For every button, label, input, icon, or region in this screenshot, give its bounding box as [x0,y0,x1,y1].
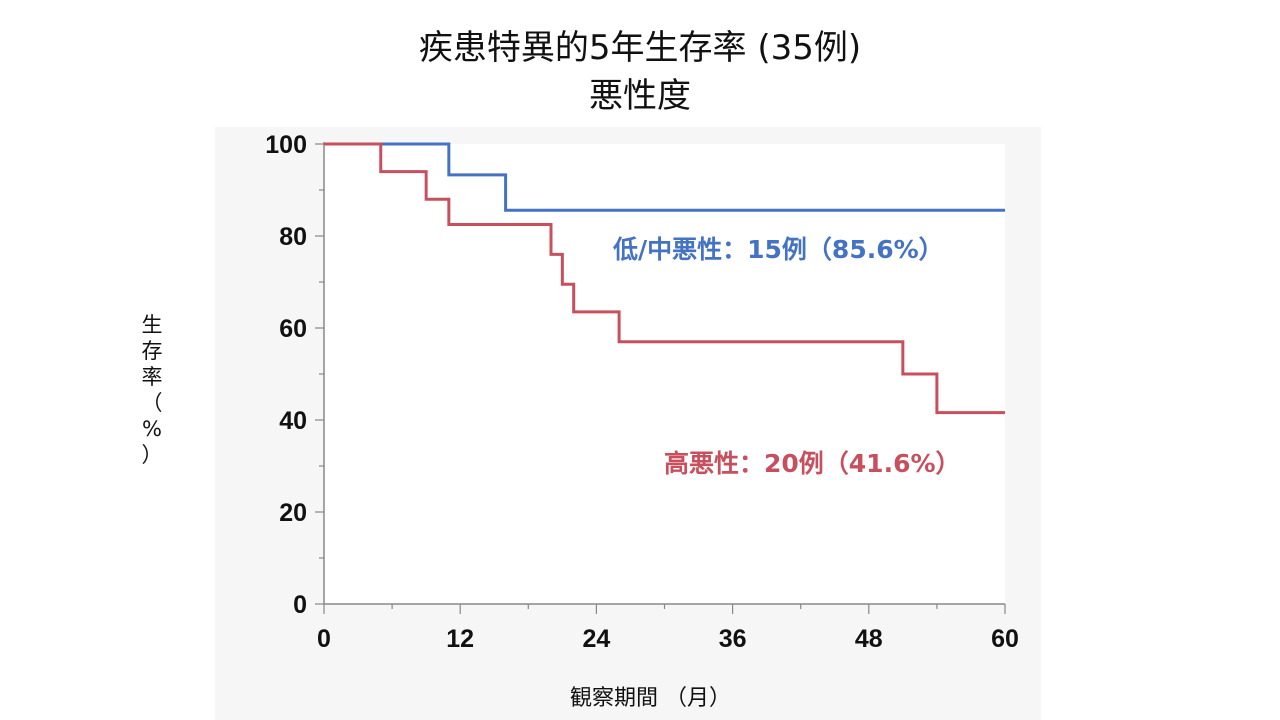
series-line-low-mid [324,142,1005,212]
x-tick-label: 60 [991,625,1019,653]
series-line-high [324,142,1005,415]
y-tick-label: 40 [279,407,307,435]
chart-subtitle: 悪性度 [589,76,691,116]
y-axis-label: 生存率（%） [141,313,163,467]
series-label-high: 高悪性：20例（41.6%） [664,449,961,478]
x-tick-label: 24 [582,625,610,653]
x-tick-label: 36 [719,625,747,653]
y-tick-label: 0 [293,591,307,619]
y-tick-label: 20 [279,499,307,527]
chart-title: 疾患特異的5年生存率 (35例) [418,28,862,68]
y-tick-label: 80 [279,223,307,251]
x-tick-label: 0 [317,625,331,653]
x-tick-label: 48 [855,625,883,653]
x-axis-label: 観察期間 （月） [570,686,731,711]
x-tick-label: 12 [446,625,474,653]
y-tick-label: 100 [265,131,307,159]
plot-area [324,144,1005,604]
series-label-low-mid: 低/中悪性：15例（85.6%） [612,235,944,264]
y-tick-label: 60 [279,315,307,343]
